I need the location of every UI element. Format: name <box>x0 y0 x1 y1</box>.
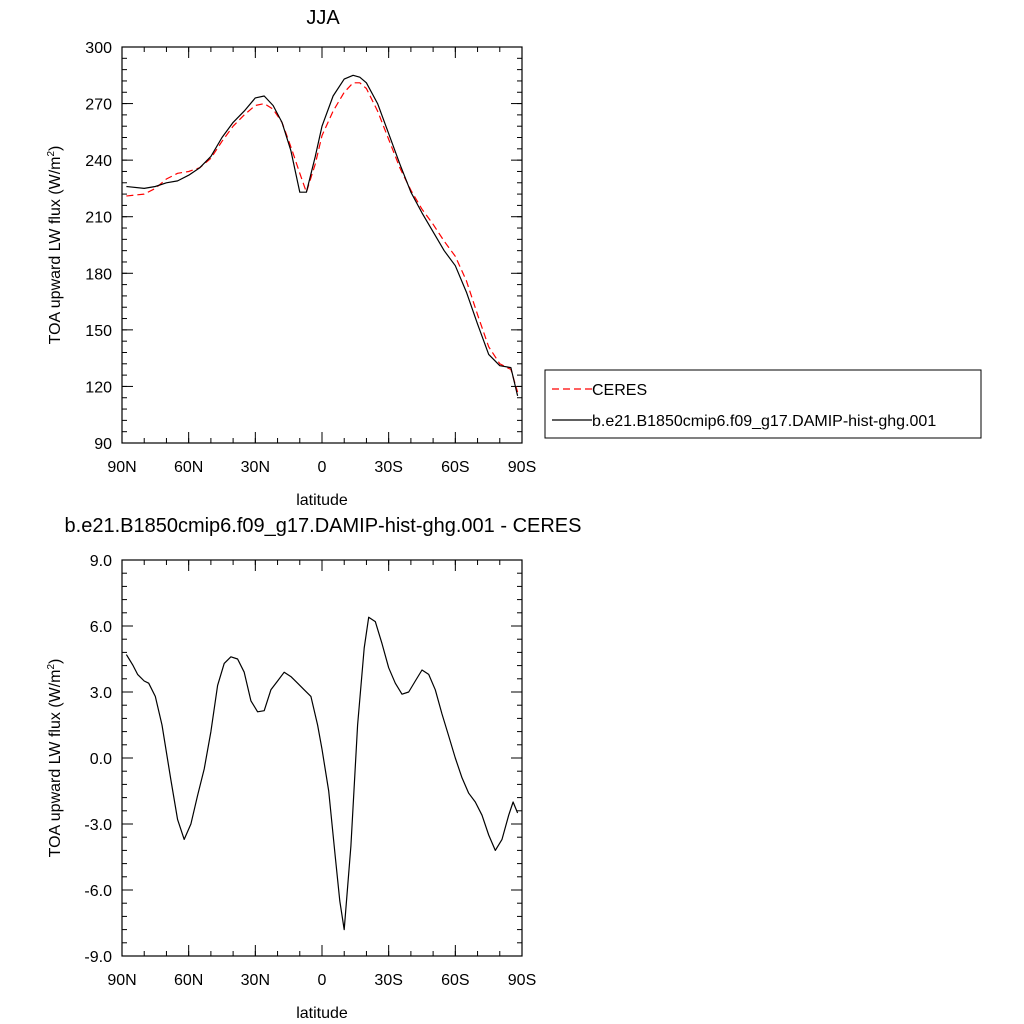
top-x-tick-label: 30N <box>241 459 270 476</box>
bottom-x-tick-label: 90N <box>107 972 136 989</box>
bottom-y-tick-label: 9.0 <box>90 553 112 570</box>
top-y-tick-label: 300 <box>85 40 112 57</box>
bottom-y-tick-label: 6.0 <box>90 619 112 636</box>
top-y-tick-label: 150 <box>85 323 112 340</box>
bottom-x-tick-label: 90S <box>508 972 536 989</box>
top-y-tick-label: 120 <box>85 379 112 396</box>
top-chart-title: JJA <box>306 7 340 29</box>
bottom-y-tick-label: -3.0 <box>84 817 112 834</box>
top-y-tick-label: 90 <box>94 436 112 453</box>
bottom-y-axis-label: TOA upward LW flux (W/m2) <box>46 659 64 858</box>
bottom-panel: b.e21.B1850cmip6.f09_g17.DAMIP-hist-ghg.… <box>46 515 581 1022</box>
legend: CERES b.e21.B1850cmip6.f09_g17.DAMIP-his… <box>544 369 982 439</box>
bottom-y-tick-label: -6.0 <box>84 883 112 900</box>
bottom-x-tick-label: 30S <box>374 972 402 989</box>
top-x-tick-label: 30S <box>374 459 402 476</box>
top-x-tick-label: 90S <box>508 459 536 476</box>
bottom-y-tick-label: 0.0 <box>90 751 112 768</box>
top-x-tick-label: 0 <box>318 459 327 476</box>
bottom-x-tick-label: 60N <box>174 972 203 989</box>
bottom-x-tick-label: 30N <box>241 972 270 989</box>
legend-model-label: b.e21.B1850cmip6.f09_g17.DAMIP-hist-ghg.… <box>592 413 936 430</box>
top-y-tick-label: 210 <box>85 210 112 227</box>
bottom-plot-frame <box>121 559 523 957</box>
top-series-line-0 <box>126 82 519 393</box>
bottom-y-tick-label: 3.0 <box>90 685 112 702</box>
legend-ceres-label: CERES <box>592 382 647 399</box>
top-panel: JJA 90N 60N 30N 0 30S 60S 90S 90 120 150 180 210 240… <box>46 7 536 509</box>
top-y-tick-label: 270 <box>85 97 112 114</box>
top-x-tick-label: 60S <box>441 459 469 476</box>
top-x-axis-label: latitude <box>296 492 348 509</box>
top-y-axis-label: TOA upward LW flux (W/m2) <box>46 146 64 345</box>
top-x-tick-label: 90N <box>107 459 136 476</box>
bottom-y-tick-label: -9.0 <box>84 949 112 966</box>
bottom-x-tick-label: 60S <box>441 972 469 989</box>
bottom-chart-title: b.e21.B1850cmip6.f09_g17.DAMIP-hist-ghg.… <box>65 515 582 537</box>
top-x-tick-label: 60N <box>174 459 203 476</box>
top-y-tick-label: 180 <box>85 266 112 283</box>
top-y-tick-label: 240 <box>85 153 112 170</box>
bottom-x-axis-label: latitude <box>296 1005 348 1022</box>
bottom-series-line-0 <box>125 616 519 931</box>
legend-box <box>544 369 982 439</box>
top-plot-frame <box>121 46 523 444</box>
bottom-x-tick-label: 0 <box>318 972 327 989</box>
top-series-line-1 <box>126 74 519 397</box>
